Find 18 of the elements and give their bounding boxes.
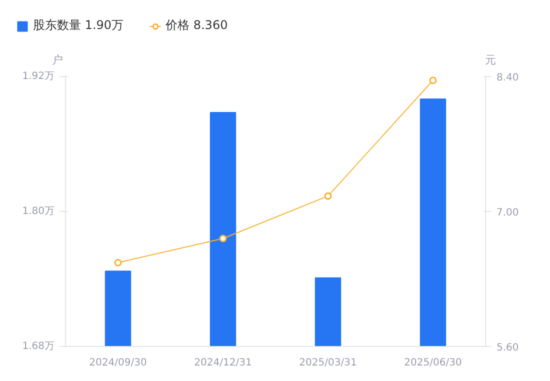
y2-tick-label: 5.60 — [496, 342, 519, 354]
y2-tick-label: 8.40 — [496, 72, 519, 84]
point — [429, 76, 437, 84]
y-tick-label: 1.92万 — [22, 71, 54, 82]
x-tick-label: 2025/06/30 — [404, 358, 462, 368]
y-axis-title: 户 — [52, 54, 63, 66]
x-tick-label: 2024/12/31 — [194, 358, 252, 368]
point — [324, 192, 332, 200]
x-tick-label: 2024/09/30 — [89, 358, 147, 368]
y-tick-label: 1.68万 — [22, 341, 54, 352]
y2-axis-title: 元 — [485, 54, 496, 66]
y2-tick-label: 7.00 — [496, 208, 519, 218]
y-tick-label: 1.80万 — [22, 206, 54, 217]
point — [114, 258, 122, 266]
point — [219, 234, 227, 242]
legend-label: 价格 8.360 — [166, 17, 228, 34]
legend-label: 股东数量 1.90万 — [33, 17, 124, 34]
x-tick-label: 2025/03/31 — [299, 358, 357, 368]
